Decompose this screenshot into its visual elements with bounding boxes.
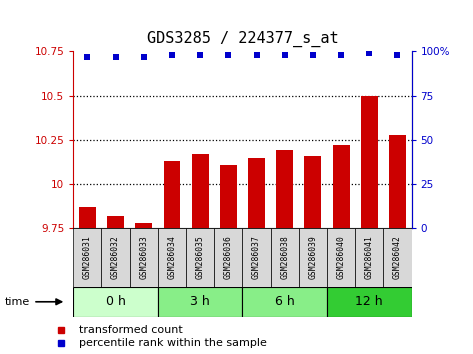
Point: [225, 52, 232, 58]
Text: GSM286035: GSM286035: [196, 236, 205, 279]
Bar: [243, 228, 271, 287]
Bar: [192, 154, 209, 228]
Point: [196, 52, 204, 58]
Point: [309, 52, 316, 58]
Text: transformed count: transformed count: [79, 325, 183, 335]
Point: [140, 54, 148, 59]
Text: 12 h: 12 h: [355, 295, 383, 308]
Bar: [135, 223, 152, 228]
Bar: [73, 287, 158, 317]
Bar: [276, 150, 293, 228]
Text: time: time: [5, 297, 30, 307]
Point: [366, 50, 373, 56]
Bar: [333, 145, 350, 228]
Bar: [389, 135, 406, 228]
Bar: [164, 161, 180, 228]
Bar: [361, 96, 377, 228]
Bar: [299, 228, 327, 287]
Text: GSM286042: GSM286042: [393, 236, 402, 279]
Bar: [107, 216, 124, 228]
Bar: [158, 287, 243, 317]
Text: percentile rank within the sample: percentile rank within the sample: [79, 338, 266, 348]
Point: [84, 54, 91, 59]
Title: GDS3285 / 224377_s_at: GDS3285 / 224377_s_at: [147, 31, 338, 47]
Text: GSM286036: GSM286036: [224, 236, 233, 279]
Text: GSM286037: GSM286037: [252, 236, 261, 279]
Text: GSM286038: GSM286038: [280, 236, 289, 279]
Text: GSM286031: GSM286031: [83, 236, 92, 279]
Bar: [248, 158, 265, 228]
Bar: [327, 228, 355, 287]
Bar: [73, 228, 102, 287]
Text: 6 h: 6 h: [275, 295, 295, 308]
Text: GSM286039: GSM286039: [308, 236, 317, 279]
Bar: [158, 228, 186, 287]
Text: GSM286041: GSM286041: [365, 236, 374, 279]
Bar: [355, 228, 383, 287]
Point: [337, 52, 345, 58]
Bar: [383, 228, 412, 287]
Bar: [271, 228, 299, 287]
Bar: [102, 228, 130, 287]
Point: [168, 52, 176, 58]
Bar: [186, 228, 214, 287]
Bar: [220, 165, 237, 228]
Text: 3 h: 3 h: [190, 295, 210, 308]
Text: GSM286034: GSM286034: [167, 236, 176, 279]
Point: [281, 52, 289, 58]
Point: [394, 52, 401, 58]
Text: GSM286033: GSM286033: [139, 236, 148, 279]
Point: [253, 52, 260, 58]
Text: GSM286040: GSM286040: [337, 236, 346, 279]
Point: [112, 54, 119, 59]
Bar: [243, 287, 327, 317]
Bar: [327, 287, 412, 317]
Bar: [305, 156, 321, 228]
Text: GSM286032: GSM286032: [111, 236, 120, 279]
Bar: [79, 207, 96, 228]
Bar: [130, 228, 158, 287]
Text: 0 h: 0 h: [105, 295, 125, 308]
Bar: [214, 228, 243, 287]
